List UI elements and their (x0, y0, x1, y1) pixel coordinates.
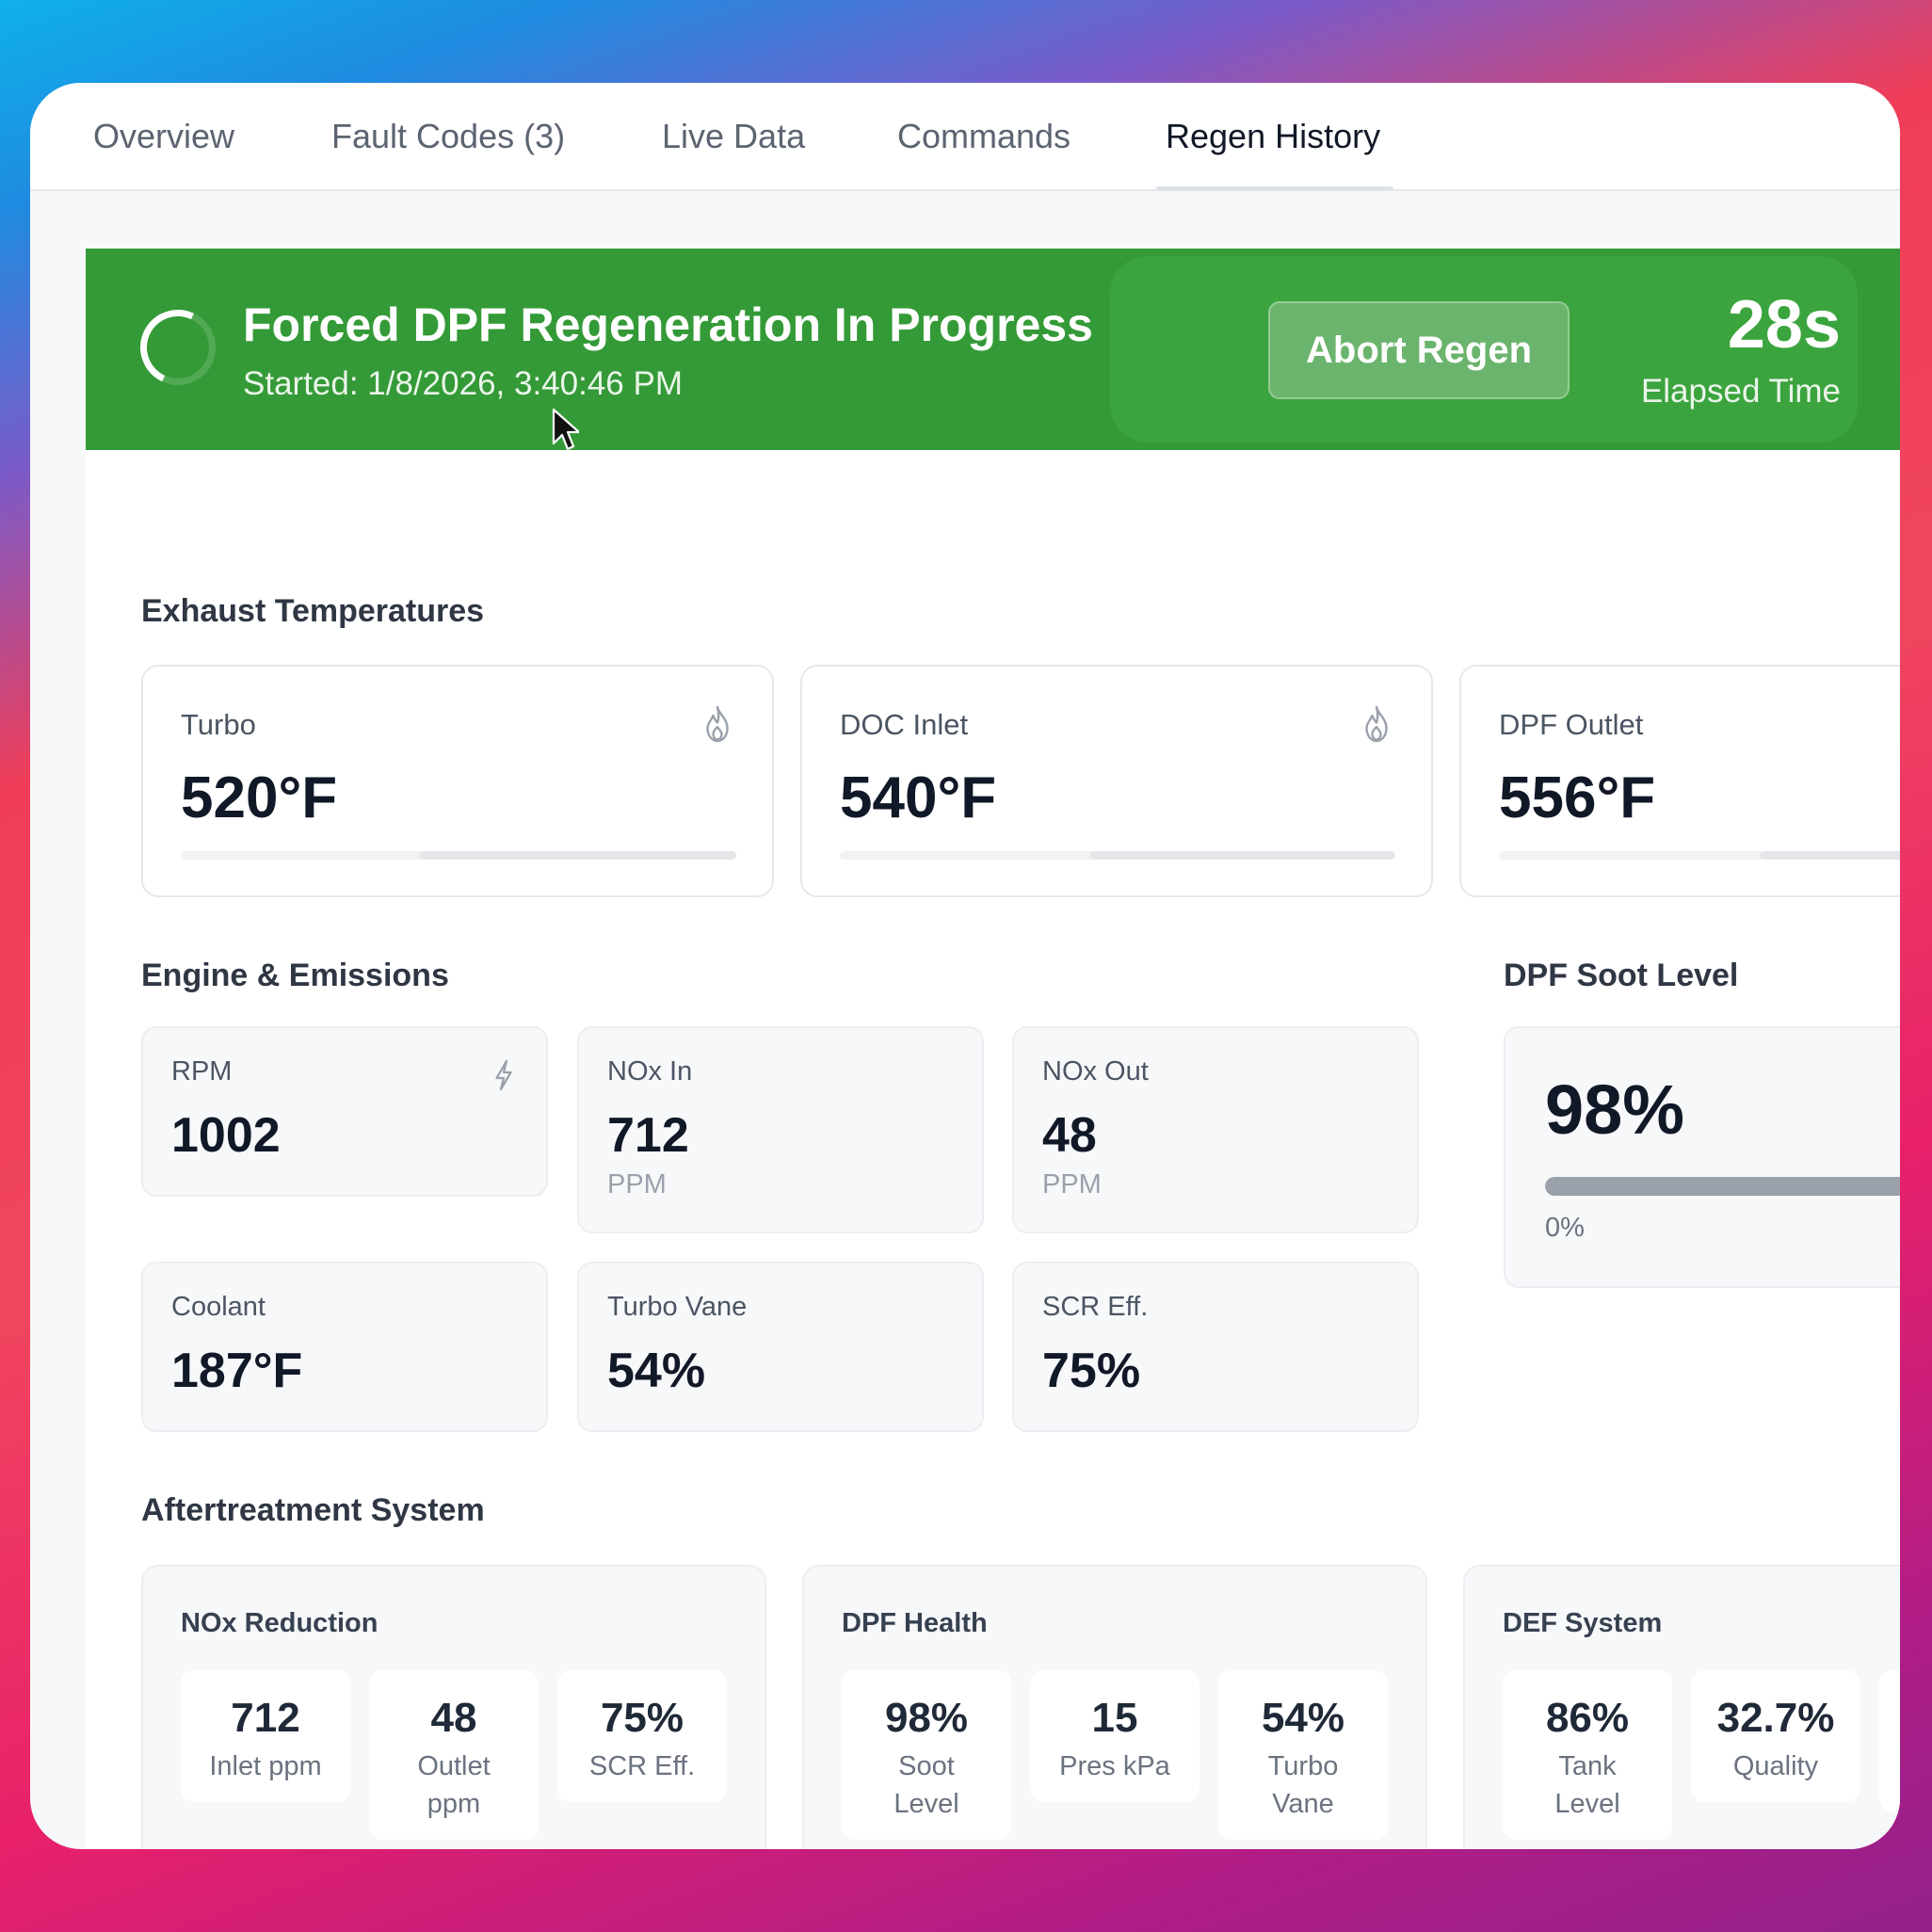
stat-tile: 86% Tank Level (1503, 1670, 1672, 1840)
temp-progress-track (1499, 851, 1900, 860)
aftertreatment-card-dpf-health: DPF Health 98% Soot Level 15 Pres kPa 54… (802, 1565, 1427, 1849)
metric-value: 54% (607, 1344, 706, 1398)
temp-value: 556°F (1499, 765, 1656, 830)
stat-tile: 54% Turbo Vane (1218, 1670, 1388, 1840)
metric-label: Turbo Vane (607, 1292, 748, 1322)
metric-label: Coolant (171, 1292, 266, 1322)
tab-fault-codes[interactable]: Fault Codes (3) (331, 117, 566, 155)
temp-card-turbo: Turbo 520°F (141, 665, 774, 897)
aftertreatment-card-title: DPF Health (842, 1608, 988, 1638)
mouse-cursor-icon (552, 408, 579, 451)
metric-value: 75% (1042, 1344, 1141, 1398)
metric-card-scr-eff: SCR Eff. 75% (1012, 1262, 1419, 1432)
metric-card-nox-out: NOx Out 48 PPM (1012, 1026, 1419, 1233)
temp-progress-fill (419, 851, 736, 860)
abort-regen-button[interactable]: Abort Regen (1268, 301, 1570, 399)
metric-card-coolant: Coolant 187°F (141, 1262, 548, 1432)
stat-value: 98% (884, 1695, 969, 1741)
tab-live-data[interactable]: Live Data (662, 117, 806, 155)
tab-regen-history[interactable]: Regen History (1166, 117, 1381, 155)
spinner-icon (129, 298, 227, 396)
stat-label: Soot Level (894, 1751, 959, 1819)
regen-started-time: Started: 1/8/2026, 3:40:46 PM (243, 365, 683, 402)
stat-tile: 48 Outlet ppm (369, 1670, 539, 1840)
elapsed-time-label: Elapsed Time (1640, 373, 1841, 410)
metric-label: NOx In (607, 1056, 693, 1087)
temp-progress-track (840, 851, 1395, 860)
flame-icon (1365, 705, 1388, 743)
soot-progress-fill (1545, 1177, 1900, 1196)
metric-label: RPM (171, 1056, 233, 1087)
stat-value: 75% (600, 1695, 684, 1741)
aftertreatment-card-title: NOx Reduction (181, 1608, 378, 1638)
soot-min-label: 0% (1545, 1213, 1585, 1243)
stat-tile: 712 Inlet ppm (181, 1670, 350, 1802)
temp-card-doc-inlet: DOC Inlet 540°F (800, 665, 1433, 897)
stat-label: Outlet ppm (417, 1751, 491, 1819)
aftertreatment-section-title: Aftertreatment System (141, 1492, 485, 1528)
temp-label: DPF Outlet (1499, 708, 1644, 741)
metric-card-turbo-vane: Turbo Vane 54% (577, 1262, 984, 1432)
metric-value: 48 (1042, 1108, 1097, 1163)
metric-value: 187°F (171, 1344, 303, 1398)
stat-value: 86% (1545, 1695, 1630, 1741)
metric-label: NOx Out (1042, 1056, 1149, 1087)
aftertreatment-card-title: DEF System (1503, 1608, 1663, 1638)
metric-value: 1002 (171, 1108, 281, 1163)
temp-value: 540°F (840, 765, 997, 830)
soot-level-card: 98% 0% (1504, 1026, 1900, 1288)
soot-section-title: DPF Soot Level (1504, 958, 1739, 993)
metric-unit: PPM (607, 1169, 667, 1199)
exhaust-section-title: Exhaust Temperatures (141, 593, 485, 629)
temp-label: Turbo (181, 708, 256, 741)
stat-value: 32.7% (1716, 1695, 1835, 1741)
stat-value: 54% (1261, 1695, 1345, 1741)
temp-value: 520°F (181, 765, 338, 830)
stat-label: Quality (1732, 1751, 1819, 1781)
stat-tile: 75% SCR Eff. (557, 1670, 727, 1802)
stat-tile (1879, 1670, 1900, 1811)
regen-title: Forced DPF Regeneration In Progress (243, 298, 1093, 351)
stat-label: Inlet ppm (209, 1751, 322, 1781)
temp-card-dpf-outlet: DPF Outlet 556°F (1459, 665, 1900, 897)
metric-label: SCR Eff. (1042, 1292, 1149, 1322)
tab-commands[interactable]: Commands (897, 117, 1071, 155)
stat-value: 712 (231, 1695, 300, 1741)
regen-banner: Forced DPF Regeneration In Progress Star… (86, 249, 1900, 450)
elapsed-time-value: 28s (1727, 287, 1841, 362)
active-tab-indicator (1156, 186, 1393, 191)
temp-progress-track (181, 851, 736, 860)
stat-label: Turbo Vane (1267, 1751, 1339, 1819)
metric-value: 712 (607, 1108, 689, 1163)
stat-label: Tank Level (1554, 1751, 1620, 1819)
metric-card-nox-in: NOx In 712 PPM (577, 1026, 984, 1233)
soot-level-value: 98% (1545, 1071, 1685, 1149)
metric-unit: PPM (1042, 1169, 1102, 1199)
app-window: Overview Fault Codes (3) Live Data Comma… (30, 83, 1900, 1849)
tab-bar: Overview Fault Codes (3) Live Data Comma… (30, 83, 1900, 191)
tab-overview[interactable]: Overview (93, 117, 235, 155)
stat-label: Pres kPa (1059, 1751, 1170, 1781)
temp-progress-fill (1760, 851, 1900, 860)
main-content: Forced DPF Regeneration In Progress Star… (86, 249, 1900, 1849)
stat-label: SCR Eff. (588, 1751, 696, 1781)
flame-icon (706, 705, 729, 743)
engine-section-title: Engine & Emissions (141, 958, 449, 993)
lightning-icon (495, 1059, 512, 1091)
metric-card-rpm: RPM 1002 (141, 1026, 548, 1197)
temp-label: DOC Inlet (840, 708, 969, 741)
stat-tile: 32.7% Quality (1691, 1670, 1860, 1802)
stat-tile: 15 Pres kPa (1030, 1670, 1199, 1802)
soot-progress-track (1545, 1177, 1900, 1196)
stat-value: 48 (430, 1695, 477, 1741)
aftertreatment-card-def-system: DEF System 86% Tank Level 32.7% Quality (1463, 1565, 1900, 1849)
stat-value: 15 (1091, 1695, 1138, 1741)
aftertreatment-card-nox-reduction: NOx Reduction 712 Inlet ppm 48 Outlet pp… (141, 1565, 766, 1849)
stat-tile: 98% Soot Level (842, 1670, 1011, 1840)
temp-progress-fill (1089, 851, 1395, 860)
